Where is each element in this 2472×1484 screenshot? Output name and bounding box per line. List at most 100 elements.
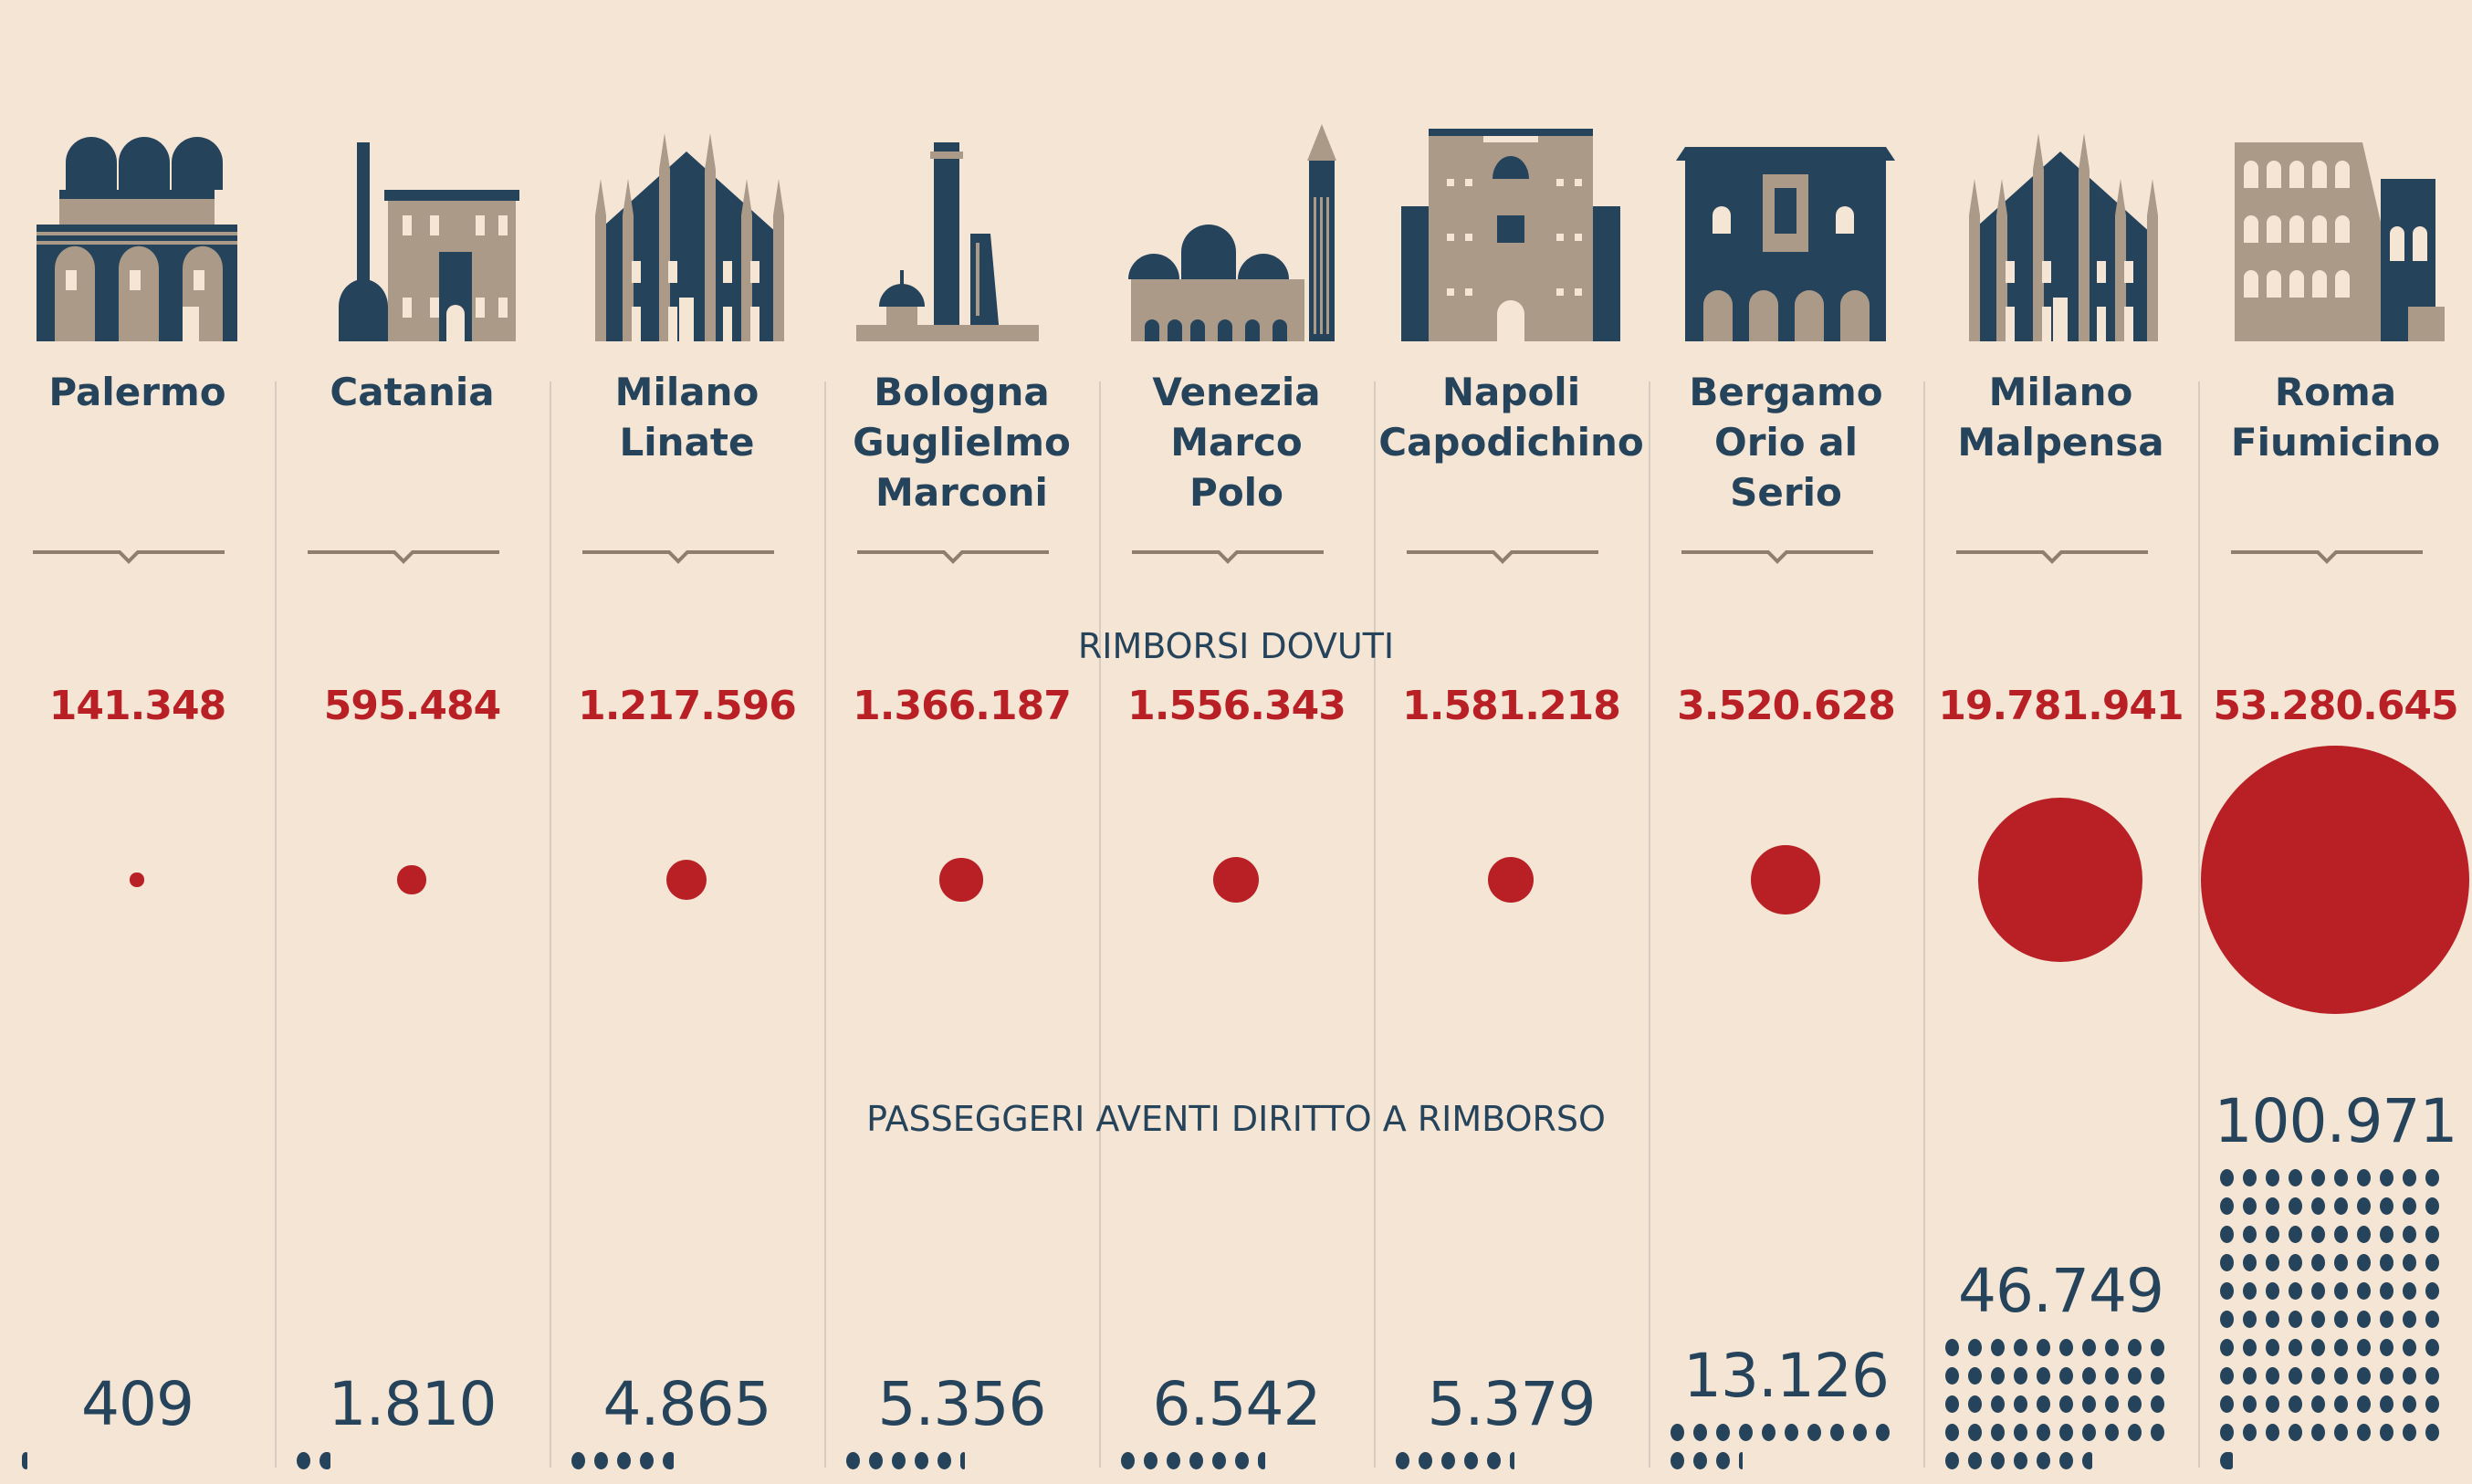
dot-row [1944, 1367, 2177, 1385]
rimborso-value: 53.280.645 [2213, 683, 2458, 729]
passenger-dot [2265, 1311, 2279, 1328]
passenger-dot [2333, 1169, 2348, 1186]
airport-name-line: Linate [619, 420, 755, 465]
dot-row [2219, 1367, 2452, 1385]
airport-name-line: Fiumicino [2230, 420, 2441, 465]
airport-column: Bologna Guglielmo Marconi 1.366.187 5.356 [824, 0, 1099, 1484]
passenger-dot [1967, 1452, 1982, 1469]
passenger-dot [2425, 1395, 2439, 1413]
airport-name-line: Bergamo [1689, 370, 1883, 414]
passenger-dot [2081, 1452, 2092, 1469]
airport-name-line: Roma [2274, 370, 2397, 414]
airport-name-line: Catania [330, 370, 495, 414]
passenger-dots [845, 1452, 1078, 1469]
airport-column: Napoli Capodichino 1.581.218 5.379 [1374, 0, 1649, 1484]
airport-name-line: Serio [1730, 470, 1842, 515]
passenger-dot [2333, 1254, 2348, 1271]
passenger-dot [2036, 1367, 2050, 1385]
airport-name: Roma Fiumicino [2198, 367, 2472, 467]
passenger-value: 409 [81, 1369, 194, 1439]
colosseum-icon [2216, 124, 2454, 341]
passenger-value: 100.971 [2214, 1086, 2458, 1156]
passenger-dot [21, 1452, 27, 1469]
passenger-dots [1120, 1452, 1353, 1469]
passenger-dot [2356, 1197, 2371, 1215]
passenger-dot [1509, 1452, 1515, 1469]
chevron-divider-icon [582, 550, 774, 564]
elephant-palazzo-icon [293, 124, 530, 341]
passenger-dot [1967, 1395, 1982, 1413]
passenger-dot [937, 1452, 951, 1469]
airport-column: Milano Malpensa 19.781.941 46.749 [1923, 0, 2198, 1484]
rimborso-bubble [397, 865, 426, 894]
passenger-dot [2150, 1424, 2164, 1441]
passenger-dot [2333, 1395, 2348, 1413]
passenger-dot [2333, 1367, 2348, 1385]
passenger-dot [571, 1452, 585, 1469]
passenger-block: 13.126 [1649, 1341, 1923, 1469]
passenger-block: 5.356 [824, 1369, 1099, 1469]
passenger-dot [2425, 1226, 2439, 1243]
chevron-divider-icon [1132, 550, 1324, 564]
passenger-dot [1944, 1367, 1959, 1385]
airport-name-line: Capodichino [1378, 420, 1644, 465]
passenger-dot [2219, 1197, 2234, 1215]
chevron-divider-icon [1956, 550, 2148, 564]
passenger-dot [1692, 1452, 1707, 1469]
airport-name-line: Palermo [48, 370, 226, 414]
passenger-dot [616, 1452, 631, 1469]
passenger-dot [2310, 1226, 2325, 1243]
airport-name-line: Milano [614, 370, 759, 414]
passenger-dot [1990, 1367, 2005, 1385]
passenger-block: 46.749 [1923, 1256, 2198, 1469]
passenger-dots [296, 1452, 529, 1469]
airport-name-line: Polo [1189, 470, 1283, 515]
airport-name-line: Marconi [875, 470, 1048, 515]
passenger-dot [2104, 1395, 2119, 1413]
passenger-dot [2127, 1339, 2142, 1356]
passenger-dot [2127, 1395, 2142, 1413]
dot-row [1944, 1452, 2177, 1469]
passenger-dot [2356, 1339, 2371, 1356]
passenger-dot [2310, 1339, 2325, 1356]
airport-name: Milano Linate [550, 367, 824, 467]
passenger-dot [2150, 1339, 2164, 1356]
dot-row [1944, 1339, 2177, 1356]
passenger-dot [891, 1452, 906, 1469]
passenger-value: 4.865 [602, 1369, 772, 1439]
passenger-dot [2333, 1282, 2348, 1300]
domes-icon [18, 124, 256, 341]
passenger-dot [1418, 1452, 1432, 1469]
passenger-dot [1944, 1395, 1959, 1413]
passenger-dot [2013, 1339, 2027, 1356]
column-divider [2198, 381, 2200, 1468]
airport-column: Catania 595.484 1.810 [275, 0, 550, 1484]
castle-icon [1392, 124, 1629, 341]
passenger-dot [1990, 1424, 2005, 1441]
passenger-dot [2425, 1424, 2439, 1441]
passenger-dot [2058, 1339, 2073, 1356]
passenger-dot [2219, 1339, 2234, 1356]
passenger-dot [2081, 1395, 2096, 1413]
airport-name-line: Napoli [1441, 370, 1581, 414]
chevron-divider-icon [857, 550, 1049, 564]
passenger-dot [2150, 1395, 2164, 1413]
passenger-dot [2333, 1197, 2348, 1215]
passenger-dot [2036, 1395, 2050, 1413]
passenger-block: 4.865 [550, 1369, 824, 1469]
passenger-dot [2379, 1226, 2393, 1243]
passenger-dot [2127, 1424, 2142, 1441]
passenger-dot [2219, 1452, 2234, 1469]
passenger-dot [2288, 1395, 2302, 1413]
rimborso-bubble [1487, 856, 1535, 904]
passenger-dot [2356, 1367, 2371, 1385]
passenger-dot [2379, 1311, 2393, 1328]
passenger-dot [2356, 1395, 2371, 1413]
dot-row [2219, 1197, 2452, 1215]
passenger-dot [662, 1452, 675, 1469]
passenger-dot [2242, 1169, 2257, 1186]
duomo-icon [568, 124, 805, 341]
airport-name: Venezia Marco Polo [1099, 367, 1374, 517]
chevron-divider-icon [1407, 550, 1598, 564]
passenger-dot [1852, 1424, 1867, 1441]
